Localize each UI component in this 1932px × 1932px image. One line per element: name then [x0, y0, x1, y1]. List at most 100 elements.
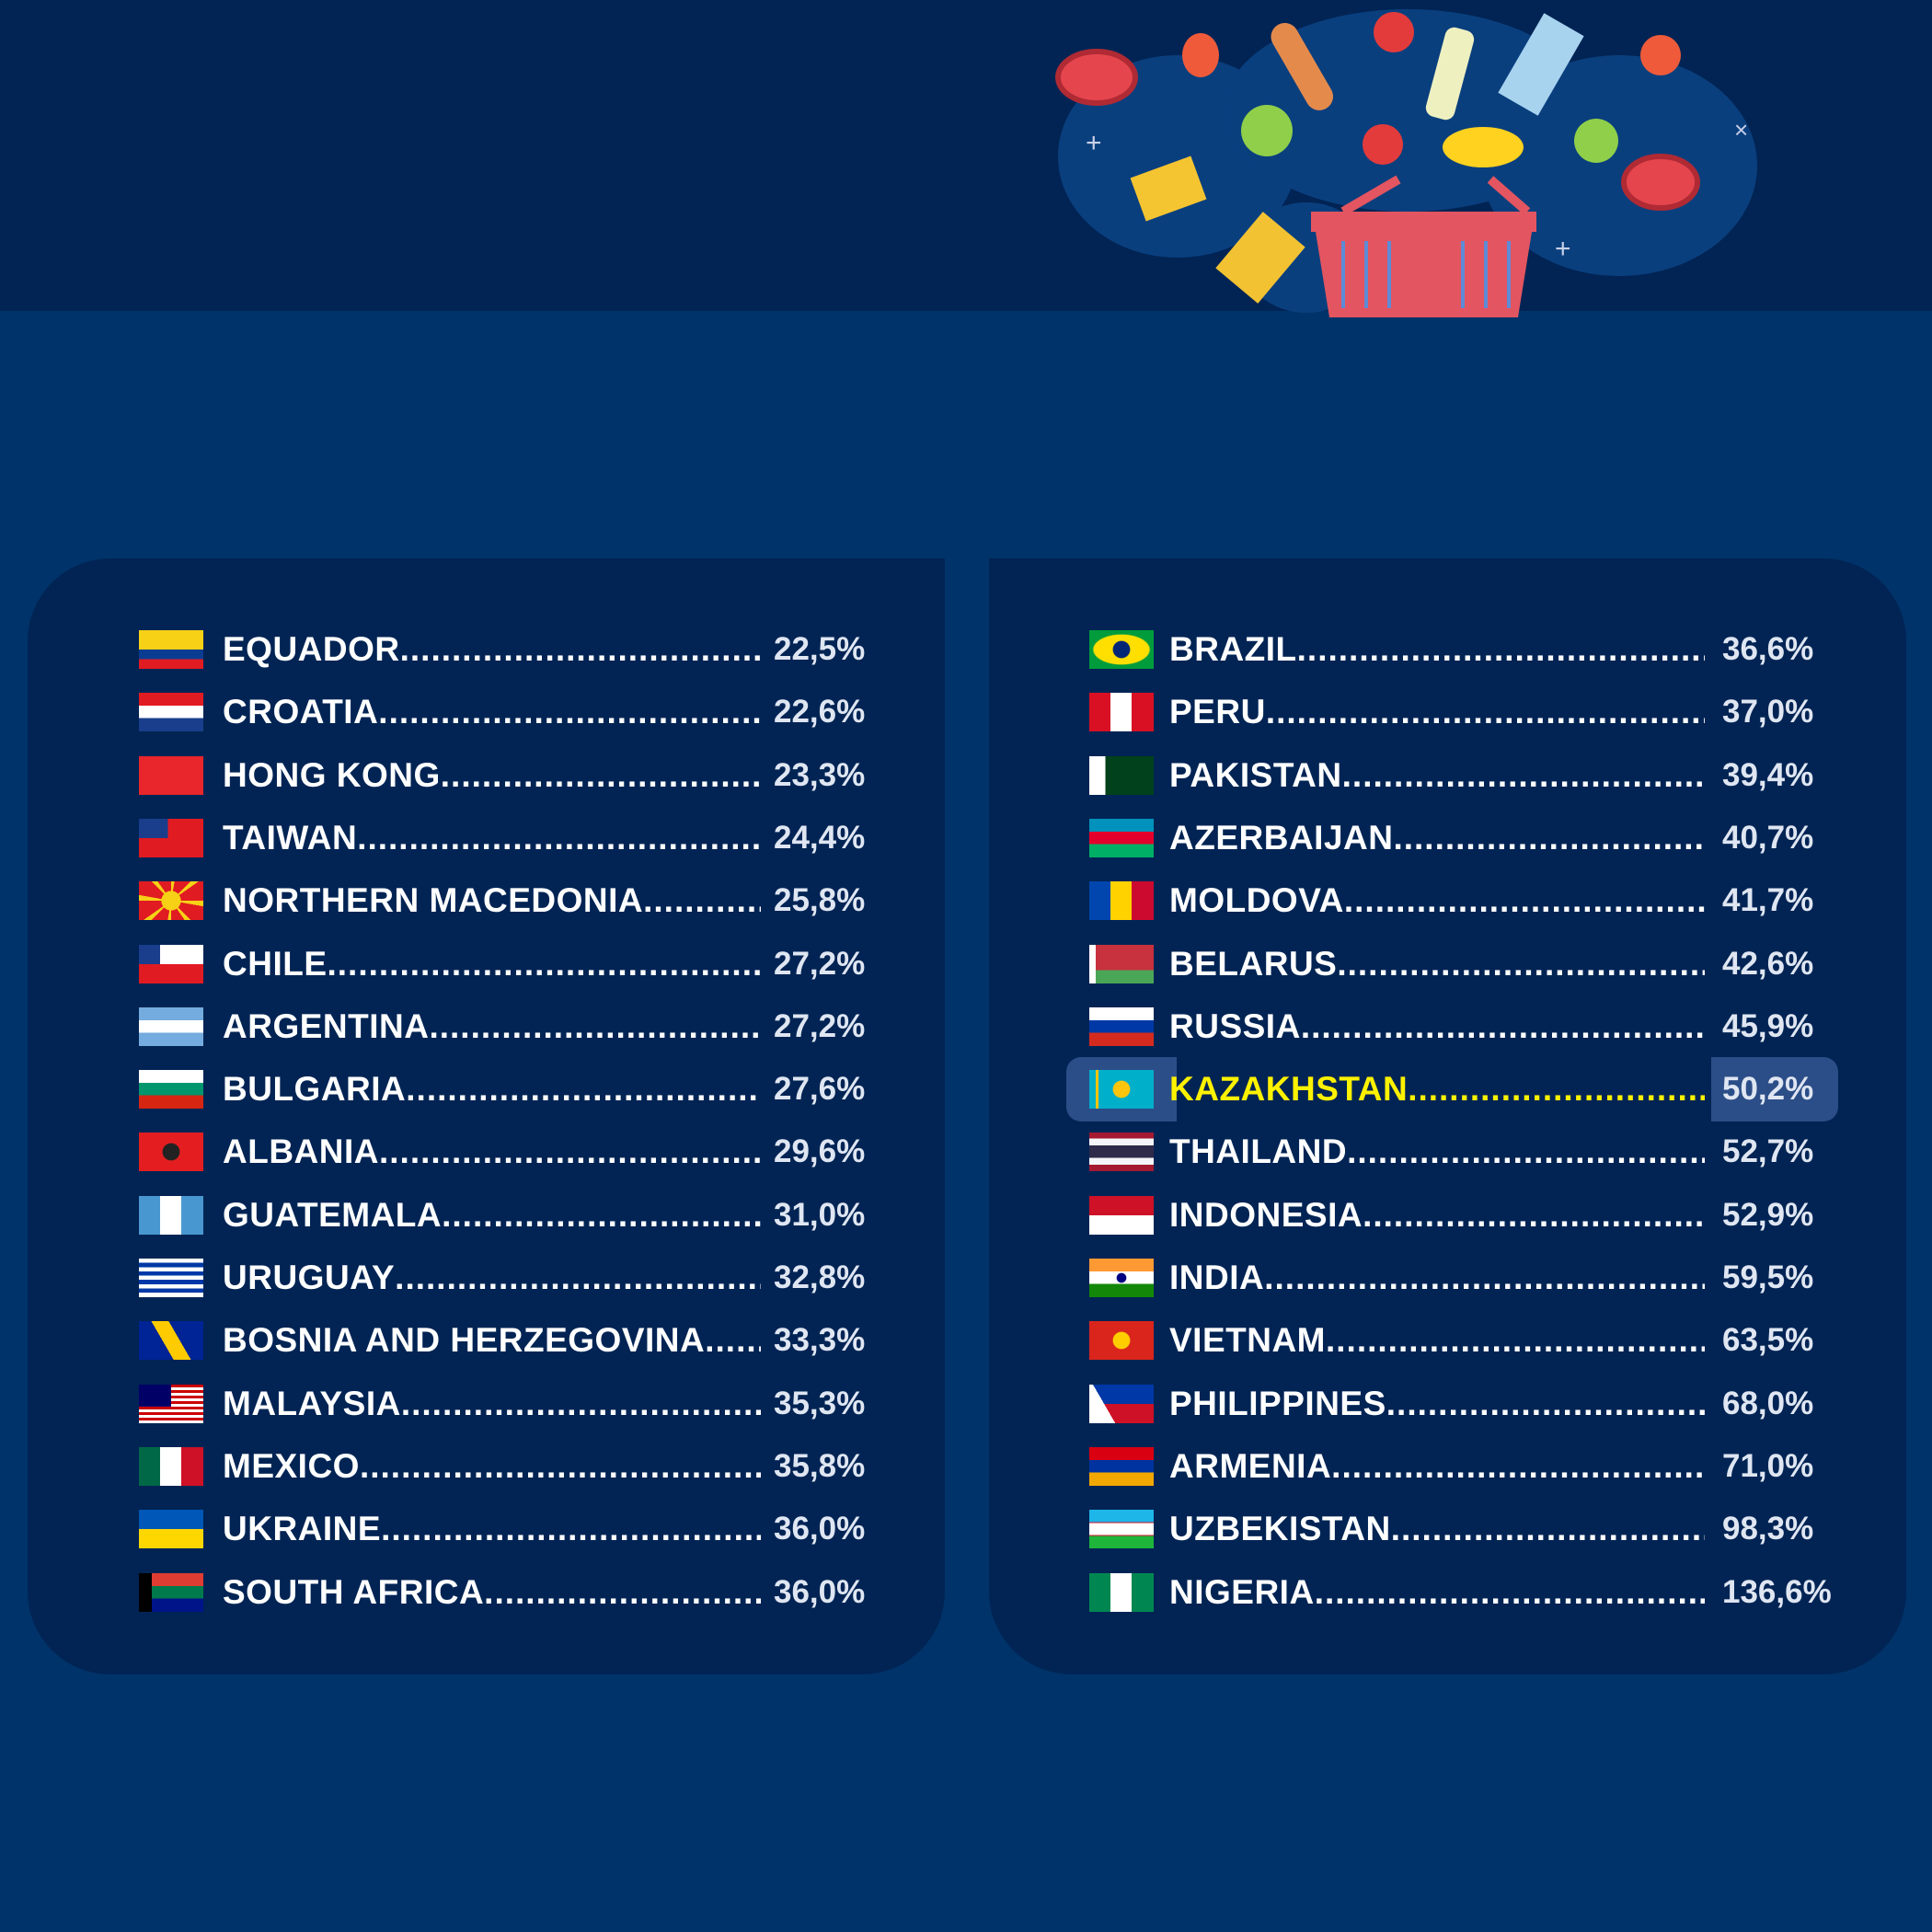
tomato-icon — [1182, 33, 1219, 77]
percentage-value: 37,0% — [1722, 694, 1814, 730]
tomato-icon — [1363, 124, 1403, 165]
india-flag-icon — [1089, 1259, 1154, 1297]
indonesia-flag-icon — [1089, 1195, 1154, 1235]
apple-icon — [1574, 119, 1618, 163]
brazil-flag-icon — [1089, 630, 1154, 669]
country-label: TAIWAN — [223, 818, 358, 857]
country-name: UZBEKISTAN — [1169, 1498, 1705, 1560]
country-row: GUATEMALA 31,0% — [28, 1184, 945, 1247]
country-name: TAIWAN — [223, 807, 761, 869]
percentage-value: 36,6% — [1722, 631, 1814, 667]
country-name: HONG KONG — [223, 744, 761, 807]
country-row: INDONESIA 52,9% — [989, 1184, 1906, 1247]
nigeria-flag-icon — [1089, 1572, 1154, 1612]
country-name: ALBANIA — [223, 1121, 761, 1183]
country-row: BELARUS 42,6% — [989, 933, 1906, 995]
country-name: UKRAINE — [223, 1498, 761, 1560]
left-ranking-panel: EQUADOR 22,5% CROATIA 22,6% HONG KONG 23,3% TA… — [28, 558, 945, 1674]
belarus-flag-icon — [1089, 944, 1154, 983]
country-row: BOSNIA AND HERZEGOVINA 33,3% — [28, 1309, 945, 1372]
country-row: CHILE 27,2% — [28, 933, 945, 995]
dot-leader — [1315, 1561, 1705, 1624]
country-label: AZERBAIJAN — [1169, 818, 1394, 857]
country-name: GUATEMALA — [223, 1184, 761, 1247]
country-name: BOSNIA AND HERZEGOVINA — [223, 1309, 761, 1372]
russia-flag-icon — [1089, 1006, 1154, 1046]
dot-leader — [1347, 1121, 1705, 1183]
steak-icon — [1621, 154, 1700, 211]
dot-leader — [401, 1373, 761, 1435]
azerbaijan-flag-icon — [1089, 818, 1154, 857]
dot-leader — [1297, 618, 1705, 681]
country-name: PAKISTAN — [1169, 744, 1705, 807]
country-row: EQUADOR 22,5% — [28, 618, 945, 681]
bosnia-flag-icon — [139, 1321, 203, 1361]
milk-carton-icon — [1498, 13, 1584, 116]
dot-leader — [1393, 807, 1705, 869]
dot-leader — [442, 1184, 761, 1247]
albania-flag-icon — [139, 1133, 203, 1172]
country-name: PHILIPPINES — [1169, 1373, 1705, 1435]
country-row: SOUTH AFRICA 36,0% — [28, 1561, 945, 1624]
percentage-value: 33,3% — [774, 1322, 866, 1359]
dot-leader — [1344, 869, 1705, 932]
country-row: MOLDOVA 41,7% — [989, 869, 1906, 932]
country-label: NORTHERN MACEDONIA — [223, 881, 644, 920]
percentage-value: 29,6% — [774, 1133, 866, 1170]
philippines-flag-icon — [1089, 1384, 1154, 1423]
country-row: PERU 37,0% — [989, 681, 1906, 743]
dot-leader — [705, 1309, 761, 1372]
dot-leader — [328, 933, 762, 995]
country-label: BULGARIA — [223, 1070, 407, 1109]
malaysia-flag-icon — [139, 1384, 203, 1423]
croatia-flag-icon — [139, 693, 203, 732]
cheese-icon — [1130, 155, 1207, 222]
dot-leader — [429, 995, 761, 1058]
right-ranking-panel: BRAZIL 36,6% PERU 37,0% PAKISTAN 39,4% AZERBAI… — [989, 558, 1906, 1674]
country-label: ARGENTINA — [223, 1006, 430, 1045]
argentina-flag-icon — [139, 1006, 203, 1046]
country-label: KAZAKHSTAN — [1169, 1070, 1409, 1109]
percentage-value: 22,6% — [774, 694, 866, 730]
thailand-flag-icon — [1089, 1133, 1154, 1172]
milk-bottle-icon — [1425, 27, 1475, 121]
dot-leader — [395, 1247, 761, 1309]
country-label: NIGERIA — [1169, 1572, 1315, 1611]
highlight-background — [1711, 1057, 1838, 1122]
country-label: CROATIA — [223, 693, 379, 731]
country-label: THAILAND — [1169, 1133, 1348, 1171]
dot-leader — [643, 869, 761, 932]
mexico-flag-icon — [139, 1446, 203, 1486]
dot-leader — [357, 807, 761, 869]
percentage-value: 22,5% — [774, 631, 866, 667]
country-row: PAKISTAN 39,4% — [989, 744, 1906, 807]
country-label: INDONESIA — [1169, 1195, 1363, 1234]
country-label: MOLDOVA — [1169, 881, 1344, 920]
south-africa-flag-icon — [139, 1572, 203, 1612]
percentage-value: 35,8% — [774, 1447, 866, 1484]
dot-leader — [1266, 681, 1705, 743]
country-row: URUGUAY 32,8% — [28, 1247, 945, 1309]
tomato-icon — [1640, 35, 1681, 75]
country-name: AZERBAIJAN — [1169, 807, 1705, 869]
country-label: MALAYSIA — [223, 1384, 401, 1422]
country-row: NIGERIA 136,6% — [989, 1561, 1906, 1624]
country-label: PERU — [1169, 693, 1266, 731]
dot-leader — [379, 1121, 761, 1183]
dot-leader — [400, 618, 761, 681]
percentage-value: 39,4% — [1722, 756, 1814, 793]
country-label: UKRAINE — [223, 1510, 382, 1548]
country-row: ARGENTINA 27,2% — [28, 995, 945, 1058]
vietnam-flag-icon — [1089, 1321, 1154, 1361]
percentage-value: 59,5% — [1722, 1259, 1814, 1295]
country-row: NORTHERN MACEDONIA 25,8% — [28, 869, 945, 932]
country-label: PHILIPPINES — [1169, 1384, 1386, 1422]
country-label: RUSSIA — [1169, 1006, 1301, 1045]
country-name: ARMENIA — [1169, 1435, 1705, 1498]
country-row: INDIA 59,5% — [989, 1247, 1906, 1309]
country-name: THAILAND — [1169, 1121, 1705, 1183]
percentage-value: 41,7% — [1722, 882, 1814, 919]
pakistan-flag-icon — [1089, 755, 1154, 795]
dot-leader — [360, 1435, 761, 1498]
taiwan-flag-icon — [139, 818, 203, 857]
